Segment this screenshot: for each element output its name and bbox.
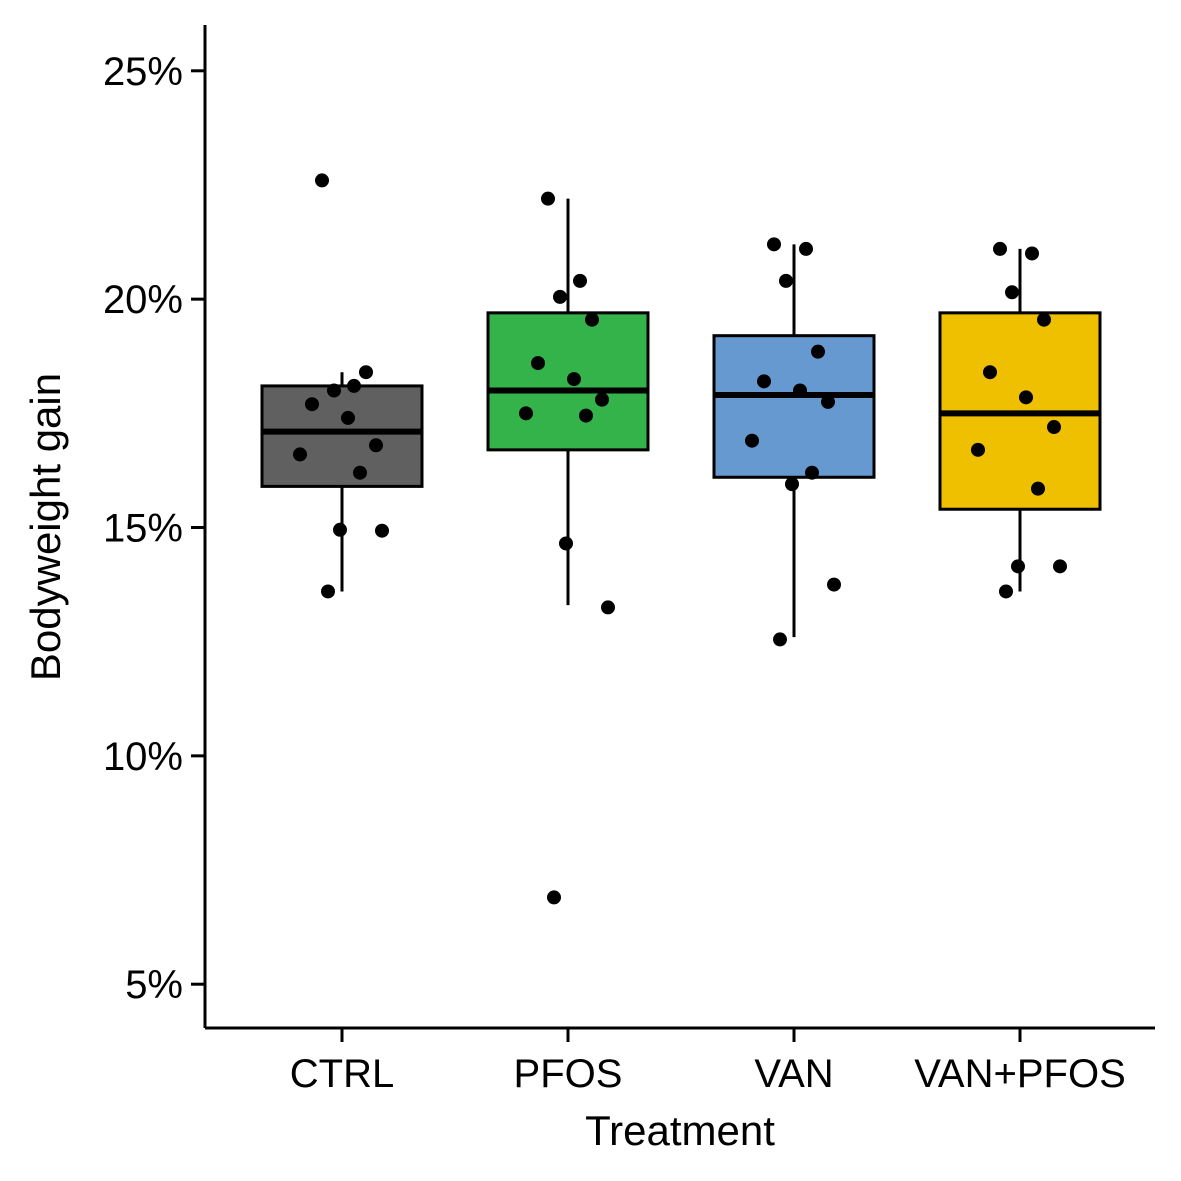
data-point [773,632,787,647]
data-point [993,241,1007,256]
data-point [811,344,825,359]
data-point [1005,285,1019,300]
data-point [327,383,341,398]
data-point [375,523,389,538]
data-point [293,447,307,462]
data-point [333,522,347,537]
data-point [541,191,555,206]
data-point [983,365,997,380]
y-tick-label: 5% [125,963,183,1007]
box-body [260,384,424,488]
data-point [573,273,587,288]
boxes-layer [260,198,1102,638]
points-layer [293,173,1067,905]
data-point [805,465,819,480]
data-point [305,397,319,412]
data-point [347,378,361,393]
y-axis-title: Bodyweight gain [22,373,69,681]
data-point [785,477,799,492]
data-point [793,383,807,398]
data-point [559,536,573,551]
box-van-pfos [938,248,1102,592]
y-tick-label: 20% [103,278,183,322]
data-point [519,406,533,421]
data-point [971,442,985,457]
data-point [827,577,841,592]
y-tick-label: 10% [103,735,183,779]
x-tick-label-van-pfos: VAN+PFOS [914,1052,1126,1096]
points-pfos [519,191,615,905]
box-ctrl [260,372,424,592]
data-point [321,584,335,599]
y-tick-label: 25% [103,50,183,94]
data-point [315,173,329,188]
data-point [531,356,545,371]
x-tick-label-pfos: PFOS [514,1052,623,1096]
data-point [359,365,373,380]
x-tick-label-ctrl: CTRL [290,1052,394,1096]
points-van-pfos [971,241,1067,599]
points-ctrl [293,173,389,599]
data-point [1053,559,1067,574]
box-van [712,244,876,638]
x-axis-title: Treatment [585,1107,775,1154]
data-point [369,438,383,453]
data-point [757,374,771,389]
y-tick-label: 15% [103,507,183,551]
data-point [799,241,813,256]
data-point [579,408,593,423]
data-point [1019,390,1033,405]
data-point [1047,420,1061,435]
data-point [1011,559,1025,574]
data-point [585,312,599,327]
ticks-layer: 5% 10% 15% 20% 25% CTRL PFOS VAN VAN+PFOS [103,50,1126,1096]
box-body [712,334,876,479]
data-point [567,372,581,387]
data-point [595,392,609,407]
data-point [553,289,567,304]
data-point [547,890,561,905]
axes-layer [203,25,1155,1030]
data-point [1025,246,1039,261]
data-point [745,433,759,448]
data-point [341,410,355,425]
data-point [821,394,835,409]
data-point [1037,312,1051,327]
data-point [999,584,1013,599]
data-point [767,237,781,252]
x-tick-label-van: VAN [754,1052,833,1096]
data-point [779,273,793,288]
data-point [353,465,367,480]
points-van [745,237,841,647]
data-point [1031,481,1045,496]
data-point [601,600,615,615]
